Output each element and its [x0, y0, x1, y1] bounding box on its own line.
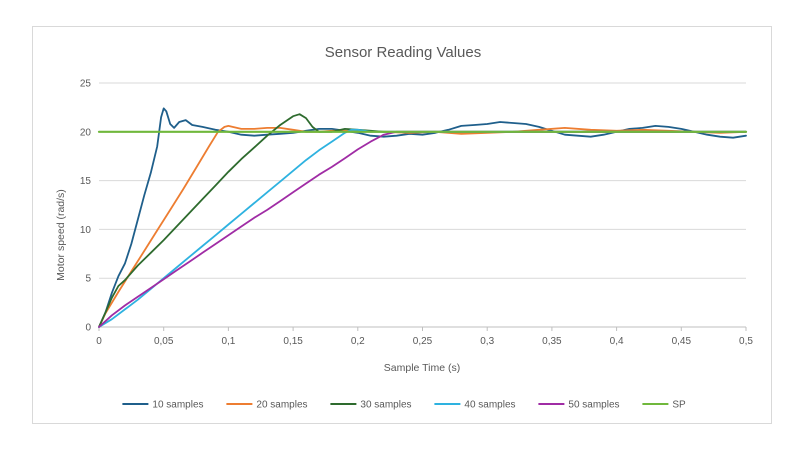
axes [98, 326, 747, 331]
legend-label: 20 samples [256, 400, 307, 411]
x-tick-label: 0 [96, 336, 102, 347]
x-tick-label: 0,15 [283, 336, 303, 347]
gridlines [99, 82, 746, 279]
x-tick-label: 0,05 [154, 336, 174, 347]
chart-title: Sensor Reading Values [325, 44, 482, 61]
line-chart: Sensor Reading Values 0 5 10 15 20 25 0 0,05 0,1… [55, 44, 754, 411]
y-tick-label: 20 [80, 127, 92, 138]
y-tick-label: 0 [85, 323, 91, 334]
legend-item-sp: SP [642, 400, 686, 411]
legend-item-40-samples: 40 samples [434, 400, 516, 411]
series-line-40-samples [98, 128, 747, 328]
x-axis-title: Sample Time (s) [384, 362, 460, 374]
y-tick-label: 15 [80, 176, 92, 187]
legend-label: 50 samples [568, 400, 619, 411]
legend-label: 40 samples [464, 400, 515, 411]
x-tick-label: 0,2 [351, 336, 365, 347]
series-line-20-samples [98, 125, 747, 328]
x-tick-label: 0,45 [672, 336, 692, 347]
legend-item-20-samples: 20 samples [226, 400, 308, 411]
y-axis-title: Motor speed (rad/s) [55, 189, 67, 281]
x-tick-label: 0,25 [413, 336, 433, 347]
x-tick-label: 0,5 [739, 336, 753, 347]
series-lines [97, 107, 748, 328]
y-tick-label: 25 [80, 79, 92, 90]
legend-item-10-samples: 10 samples [122, 400, 204, 411]
x-tick-label: 0,3 [480, 336, 494, 347]
series-line-30-samples [98, 113, 747, 328]
legend-item-50-samples: 50 samples [538, 400, 620, 411]
x-tick-label: 0,4 [610, 336, 624, 347]
x-tick-label: 0,35 [542, 336, 562, 347]
series-line-10-samples [98, 107, 747, 328]
legend-label: 30 samples [360, 400, 411, 411]
chart-frame: Sensor Reading Values 0 5 10 15 20 25 0 0,05 0,1… [32, 26, 772, 424]
tick-labels: 0 5 10 15 20 25 0 0,05 0,1 0,15 0,2 0,25 0,3 0,35 0,4 0… [80, 79, 754, 348]
y-tick-label: 10 [80, 225, 92, 236]
legend: 10 samples 20 samples 30 samples 40 samples… [122, 400, 686, 411]
legend-label: SP [672, 400, 686, 411]
legend-label: 10 samples [152, 400, 203, 411]
legend-item-30-samples: 30 samples [330, 400, 412, 411]
y-tick-label: 5 [85, 274, 91, 285]
x-tick-label: 0,1 [221, 336, 235, 347]
